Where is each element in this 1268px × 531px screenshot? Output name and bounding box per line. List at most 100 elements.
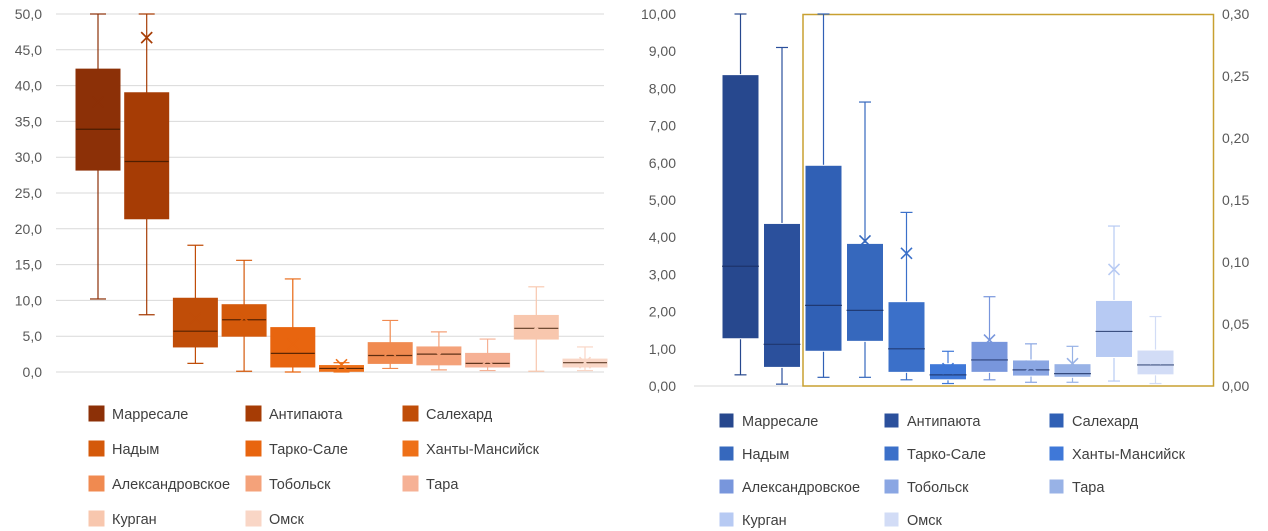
- legend-item-5: Ханты-Мансийск: [1048, 445, 1186, 463]
- legend-swatch: [718, 478, 735, 495]
- legend-label: Александровское: [112, 477, 230, 493]
- box-iqr: [970, 340, 1009, 373]
- box-8: [1053, 345, 1092, 383]
- legend-swatch: [88, 475, 105, 492]
- y-tick-label: 25,0: [15, 185, 42, 201]
- mean-marker-stroke-b: [238, 311, 251, 324]
- legend-label: Тарко-Сале: [269, 442, 348, 458]
- mean-marker: [1024, 360, 1038, 373]
- legend-label: Тарко-Сале: [907, 447, 986, 463]
- legend-swatch: [245, 475, 262, 492]
- box-iqr: [1095, 299, 1133, 358]
- box-chart-left: 0,0 5,0 10,0 15,0 20,0 25,0 30,0 35,0 40,0 45,0 50…: [15, 6, 608, 528]
- legend-swatch: [883, 445, 900, 462]
- legend-label: Курган: [742, 513, 787, 529]
- legend-label: Омск: [907, 513, 942, 529]
- mean-marker: [941, 362, 955, 375]
- y-tick-label: 7,00: [649, 118, 676, 134]
- mean-marker: [432, 348, 445, 361]
- mean-marker-stroke-b: [481, 353, 494, 366]
- box-1: [124, 13, 170, 316]
- box-iqr: [221, 304, 267, 337]
- mean-marker: [858, 234, 872, 247]
- mean-marker-stroke-b: [335, 358, 348, 371]
- box-iqr: [172, 297, 218, 348]
- y-tick-label: 9,00: [649, 43, 676, 59]
- legend-swatch: [718, 412, 735, 429]
- box-iqr: [1136, 349, 1175, 376]
- box-7: [1012, 343, 1050, 383]
- mean-marker: [1107, 263, 1121, 276]
- y-tick-label: 30,0: [15, 149, 42, 165]
- mean-marker: [238, 311, 251, 324]
- mean-marker: [1066, 357, 1079, 370]
- box-iqr: [367, 342, 413, 364]
- legend-item-1: Антипаюта: [883, 412, 981, 430]
- box-2: [172, 244, 218, 365]
- box-iqr: [763, 222, 801, 368]
- box-5: [929, 350, 967, 385]
- box-8: [465, 338, 511, 372]
- y-tick-label: 20,0: [15, 221, 42, 237]
- y-tick-label: 5,0: [23, 328, 43, 344]
- legend-swatch: [245, 440, 262, 457]
- y-tick-label: 8,00: [649, 80, 676, 96]
- y2-tick-label: 0,20: [1222, 130, 1249, 146]
- mean-marker: [140, 31, 153, 44]
- legend-label: Антипаюта: [907, 414, 981, 430]
- box-0: [75, 13, 121, 300]
- box-iqr: [1053, 363, 1092, 378]
- legend-item-5: Ханты-Мансийск: [402, 440, 540, 458]
- mean-marker: [384, 344, 397, 357]
- box-9: [1095, 225, 1133, 382]
- legend-label: Александровское: [742, 480, 860, 496]
- legend-swatch: [245, 405, 262, 422]
- y-tick-label: 10,00: [641, 6, 676, 22]
- legend-item-9: Курган: [718, 511, 787, 529]
- box-10: [1136, 315, 1175, 385]
- legend-swatch: [1048, 478, 1065, 495]
- box-iqr: [929, 363, 967, 381]
- box-iqr: [124, 92, 170, 220]
- box-6: [367, 319, 413, 370]
- mean-marker-stroke-b: [941, 362, 955, 375]
- box-3: [221, 259, 267, 372]
- mean-marker-stroke-b: [1024, 360, 1038, 373]
- legend-swatch: [1048, 412, 1065, 429]
- mean-marker-stroke-b: [432, 348, 445, 361]
- mean-marker: [578, 356, 592, 369]
- legend-label: Ханты-Мансийск: [426, 442, 540, 458]
- box-3: [846, 101, 884, 378]
- box-chart-right: 0,00 1,00 2,00 3,00 4,00 5,00 6,00 7,00 8,00 9,00…: [641, 6, 1250, 529]
- legend-label: Ханты-Мансийск: [1072, 447, 1186, 463]
- mean-marker: [286, 338, 299, 351]
- legend-item-8: Тара: [402, 475, 459, 493]
- y-tick-label: 35,0: [15, 113, 42, 129]
- mean-marker-stroke-b: [1107, 263, 1121, 276]
- box-iqr: [721, 74, 760, 340]
- mean-marker: [983, 334, 996, 347]
- mean-marker-stroke-b: [530, 321, 543, 334]
- mean-marker-stroke-b: [286, 338, 299, 351]
- legend-item-9: Курган: [88, 510, 157, 528]
- box-9: [513, 286, 559, 372]
- box-iqr: [846, 242, 884, 342]
- legend-swatch: [402, 440, 419, 457]
- y-tick-label: 10,0: [15, 292, 42, 308]
- y-tick-label: 40,0: [15, 78, 42, 94]
- mean-marker-stroke-b: [1149, 352, 1162, 365]
- legend-swatch: [402, 475, 419, 492]
- legend-swatch: [883, 478, 900, 495]
- legend-swatch: [718, 511, 735, 528]
- box-4: [270, 278, 316, 373]
- y-tick-label: 0,00: [649, 378, 676, 394]
- legend-item-4: Тарко-Сале: [883, 445, 986, 463]
- y-tick-label: 50,0: [15, 6, 42, 22]
- y2-tick-label: 0,00: [1222, 378, 1249, 394]
- y-tick-label: 15,0: [15, 257, 42, 273]
- legend-swatch: [245, 510, 262, 527]
- legend-label: Омск: [269, 512, 304, 528]
- mean-marker-stroke-b: [578, 356, 592, 369]
- legend-label: Надым: [112, 442, 159, 458]
